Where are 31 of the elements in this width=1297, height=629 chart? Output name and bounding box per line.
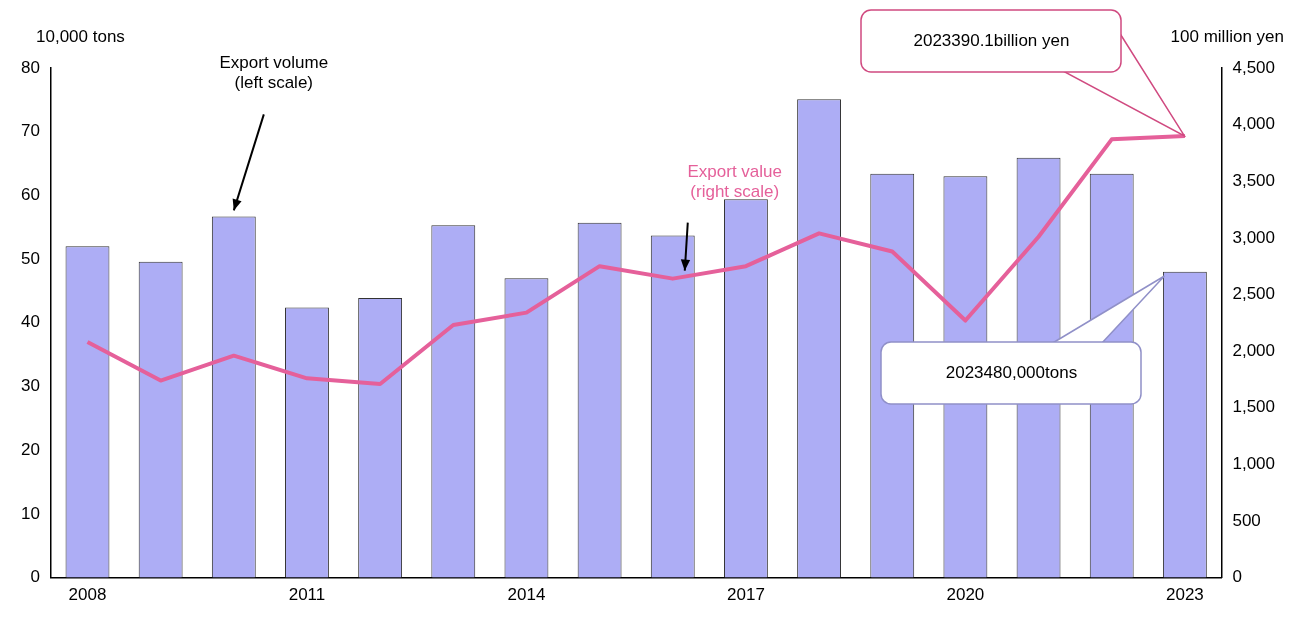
- y-tick-label: 30: [20, 376, 40, 396]
- x-tick-label: 2014: [507, 585, 546, 605]
- y-tick-label: 50: [20, 248, 40, 268]
- y2-tick-label: 3,000: [1232, 227, 1276, 247]
- y2-tick-label: 1,000: [1232, 454, 1276, 474]
- y2-axis-title: 100 million yen: [1170, 27, 1284, 46]
- y2-tick-label: 3,500: [1232, 170, 1276, 190]
- y2-tick-label: 0: [1232, 567, 1242, 587]
- y-tick-label: 10: [20, 503, 40, 523]
- y2-tick-label: 4,000: [1232, 114, 1276, 134]
- y2-tick-label: 4,500: [1232, 57, 1276, 77]
- text: Export volume (left scale): [219, 53, 329, 93]
- text: Export value (right scale): [687, 161, 783, 201]
- annotation: 2023480,000tons: [945, 362, 1078, 383]
- speech-bubble: 2023480,000tons: [880, 274, 1166, 405]
- y2-tick-label: 1,500: [1232, 397, 1276, 417]
- y-tick-label: 40: [20, 312, 40, 332]
- y-axis-title: 10,000 tons: [36, 27, 125, 46]
- y-tick-label: 80: [20, 57, 40, 77]
- y-tick-label: 20: [20, 439, 40, 459]
- x-tick-label: 2008: [68, 585, 107, 605]
- x-tick-label: 2020: [946, 585, 985, 605]
- x-tick-label: 2017: [727, 585, 765, 605]
- y-tick-label: 0: [30, 567, 40, 587]
- x-tick-label: 2023: [1165, 585, 1204, 605]
- y-tick-label: 70: [20, 121, 40, 141]
- y2-tick-label: 500: [1232, 510, 1261, 530]
- y2-tick-label: 2,000: [1232, 340, 1276, 360]
- y2-tick-label: 2,500: [1232, 284, 1276, 304]
- y-tick-label: 60: [20, 185, 40, 205]
- x-tick-label: 2011: [288, 585, 326, 605]
